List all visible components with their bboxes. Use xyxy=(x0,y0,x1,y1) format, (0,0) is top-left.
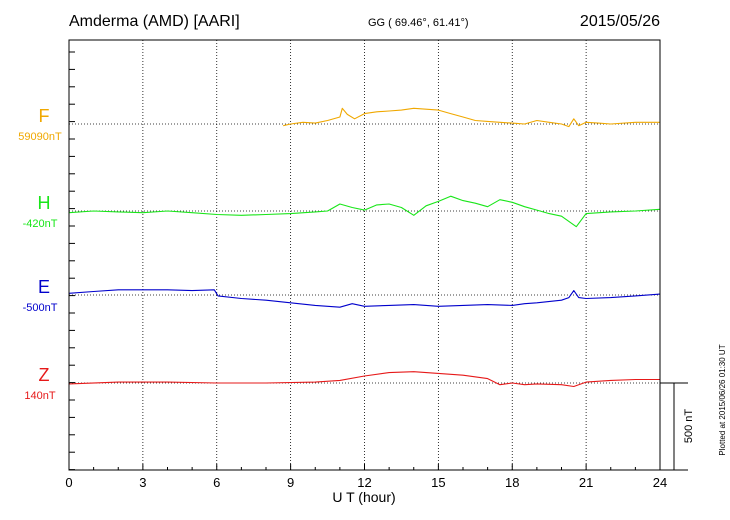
x-tick-label: 9 xyxy=(287,475,294,490)
x-tick-label: 6 xyxy=(213,475,220,490)
geographic-coordinates: GG ( 69.46°, 61.41°) xyxy=(368,17,469,29)
x-tick-label: 3 xyxy=(139,475,146,490)
series-baseline-z: 140nT xyxy=(24,390,55,402)
series-name-e: E xyxy=(38,277,50,297)
series-baseline-h: -420nT xyxy=(23,218,58,230)
scale-bar-label: 500 nT xyxy=(683,409,695,444)
series-h-line xyxy=(68,195,661,228)
grid-lines xyxy=(69,40,587,471)
series-labels: F 59090nT H -420nT E -500nT Z 140nT xyxy=(18,106,62,402)
x-tick-label: 18 xyxy=(505,475,519,490)
x-tick-label: 15 xyxy=(431,475,445,490)
plot-date: 2015/05/26 xyxy=(580,13,660,30)
series-z-line xyxy=(68,371,660,388)
x-tick-label: 12 xyxy=(357,475,371,490)
station-title: Amderma (AMD) [AARI] xyxy=(69,13,240,30)
scale-bar: 500 nT xyxy=(660,382,695,471)
plot-frame xyxy=(68,39,661,471)
x-tick-label: 24 xyxy=(653,475,667,490)
series-name-f: F xyxy=(39,106,50,126)
plotted-timestamp: Plotted at 2015/06/26 01:30 UT xyxy=(718,344,727,455)
series-f-line xyxy=(283,107,660,128)
x-tick-label: 21 xyxy=(579,475,593,490)
series-name-h: H xyxy=(38,193,51,213)
x-axis-label: U T (hour) xyxy=(332,489,395,505)
series-layer xyxy=(68,107,661,388)
series-e-line xyxy=(68,289,661,308)
series-baseline-f: 59090nT xyxy=(18,131,62,143)
series-baseline-e: -500nT xyxy=(23,302,58,314)
x-tick-label: 0 xyxy=(65,475,72,490)
series-name-z: Z xyxy=(39,365,50,385)
x-axis: 0 3 6 9 12 15 18 21 24 xyxy=(65,464,667,490)
